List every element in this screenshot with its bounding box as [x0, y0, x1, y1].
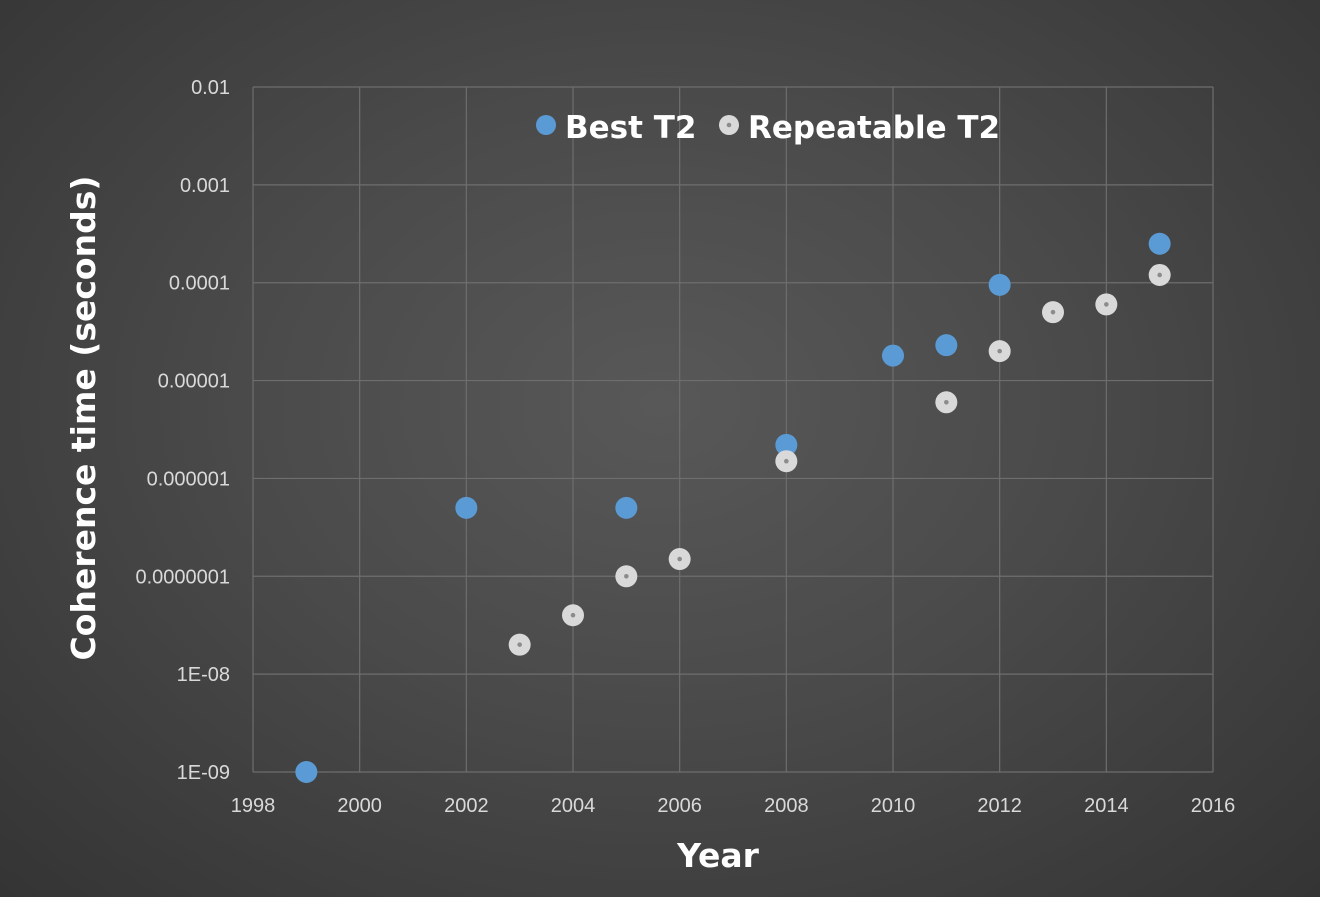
data-point: [935, 334, 958, 357]
x-tick-label: 2000: [337, 795, 382, 817]
legend-marker: [536, 115, 556, 135]
y-axis-tick-labels: 1E-09 1E-08 0.0000001 0.000001 0.00001 0.0001…: [135, 77, 230, 784]
data-point-center-dot: [570, 612, 576, 618]
data-point: [455, 496, 478, 519]
data-point-center-dot: [624, 573, 629, 579]
x-tick-label: 2016: [1191, 795, 1236, 817]
x-tick-label: 2002: [444, 795, 489, 817]
legend-label: Repeatable T2: [748, 110, 1000, 146]
x-tick-label: 2012: [977, 795, 1022, 817]
series-best-t2: [295, 232, 1171, 783]
data-point-center-dot: [1104, 302, 1109, 307]
data-point: [295, 761, 318, 783]
y-tick-label: 1E-09: [177, 762, 230, 784]
y-tick-label: 0.001: [180, 175, 230, 197]
data-point-center-dot: [944, 399, 949, 405]
x-axis-tick-labels: 1998 2000 2002 2004 2006 2008 2010 2012 2014 2016: [231, 795, 1236, 817]
x-tick-label: 2008: [764, 795, 809, 817]
legend: Best T2 Repeatable T2: [536, 110, 1000, 146]
data-point: [1148, 232, 1171, 255]
data-point: [882, 344, 904, 367]
data-point-center-dot: [1157, 272, 1162, 278]
legend-label: Best T2: [565, 110, 696, 146]
data-point: [615, 496, 638, 519]
y-axis-title: Coherence time (seconds): [64, 176, 103, 661]
data-point-center-dot: [997, 348, 1002, 354]
data-point-center-dot: [677, 556, 682, 562]
x-tick-label: 2004: [551, 795, 596, 817]
data-point-center-dot: [784, 458, 789, 464]
series-repeatable-t2: [508, 263, 1171, 656]
y-tick-label: 0.000001: [147, 468, 230, 490]
y-tick-label: 0.01: [191, 77, 230, 99]
data-point-center-dot: [517, 642, 522, 647]
y-tick-label: 1E-08: [177, 664, 230, 686]
data-point: [775, 433, 798, 456]
x-axis-title: Year: [676, 836, 760, 875]
data-point-center-dot: [1050, 309, 1056, 315]
y-tick-label: 0.0001: [169, 273, 230, 295]
data-point: [988, 273, 1011, 296]
x-tick-label: 1998: [231, 795, 276, 817]
legend-marker-dot: [726, 122, 732, 128]
grid-lines: [252, 86, 1214, 773]
x-tick-label: 2014: [1084, 795, 1129, 817]
data-points: [295, 232, 1171, 783]
x-tick-label: 2010: [871, 795, 916, 817]
x-tick-label: 2006: [657, 795, 702, 817]
y-tick-label: 0.00001: [158, 371, 230, 393]
y-tick-label: 0.0000001: [135, 566, 230, 588]
